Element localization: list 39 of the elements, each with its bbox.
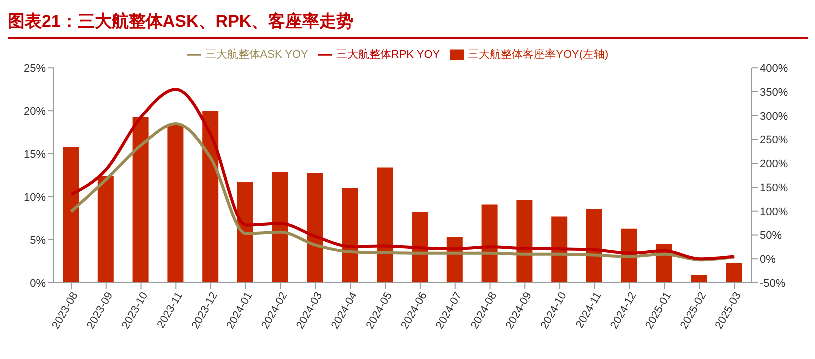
y-tick-label: 20% — [24, 106, 46, 118]
y2-tick-label: 100% — [760, 206, 788, 218]
bar — [412, 212, 428, 283]
bar — [552, 216, 568, 283]
y-tick-label: 10% — [24, 192, 46, 204]
y-tick-label: 15% — [24, 148, 46, 161]
bar — [272, 172, 288, 283]
bar — [482, 204, 498, 283]
y2-tick-label: 250% — [760, 134, 788, 147]
y-tick-label: 5% — [30, 234, 46, 247]
bar — [726, 263, 742, 283]
y2-tick-label: 400% — [760, 63, 788, 75]
bar — [238, 182, 254, 283]
y2-tick-label: 50% — [760, 230, 782, 242]
y2-tick-label: -50% — [760, 278, 786, 290]
line-series — [70, 88, 736, 261]
y2-tick-label: 150% — [760, 182, 788, 194]
bar — [63, 147, 79, 283]
legend-label: 三大航整体RPK YOY — [336, 49, 440, 61]
bar — [377, 168, 394, 283]
bar — [307, 172, 324, 283]
y2-tick-label: 350% — [760, 86, 788, 99]
y2-tick-label: 0% — [760, 254, 776, 266]
y2-tick-label: 200% — [760, 158, 788, 171]
bar — [202, 111, 219, 283]
y-tick-label: 25% — [24, 63, 46, 75]
chart-title: 图表21：三大航整体ASK、RPK、客座率走势 — [8, 8, 808, 39]
y-tick-label: 0% — [30, 278, 46, 290]
legend-label: 三大航整体ASK YOY — [205, 49, 308, 61]
bar — [586, 209, 602, 283]
line-series — [70, 122, 736, 262]
bar — [691, 275, 708, 283]
bar — [98, 176, 114, 283]
bar — [342, 188, 358, 283]
bar — [168, 124, 184, 283]
bar — [132, 117, 149, 283]
y2-tick-label: 300% — [760, 110, 788, 123]
bar — [516, 200, 533, 283]
legend-label: 三大航整体客座率YOY(左轴) — [468, 49, 609, 61]
